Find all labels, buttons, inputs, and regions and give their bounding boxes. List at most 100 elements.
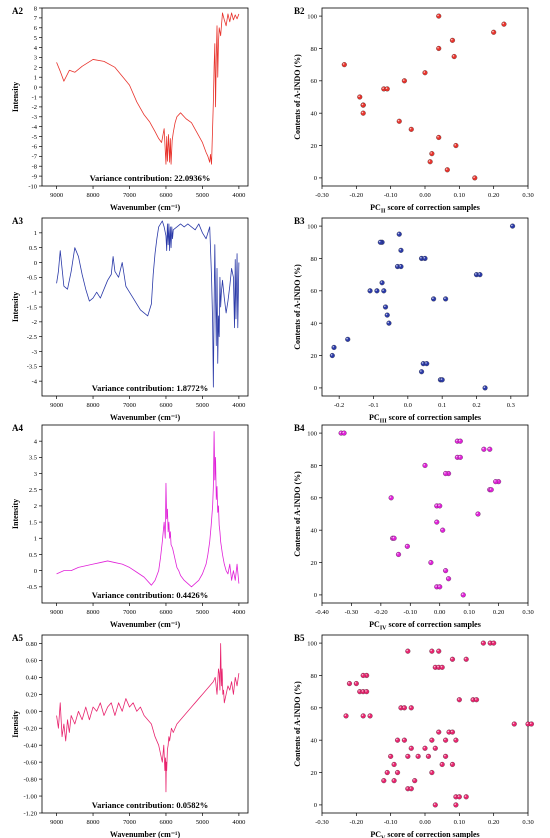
data-point <box>436 729 442 735</box>
data-point <box>432 802 438 808</box>
data-point-highlight <box>425 362 427 364</box>
data-point-highlight <box>437 730 439 733</box>
data-point-highlight <box>444 472 446 474</box>
x-axis-label: PCV score of correction samples <box>370 830 479 838</box>
data-point-highlight <box>454 738 457 741</box>
data-point <box>360 713 366 719</box>
data-point <box>360 110 366 116</box>
data-point <box>346 680 353 687</box>
y-axis-label: Contents of A-INDO (%) <box>293 54 302 140</box>
data-point <box>391 535 397 541</box>
data-point <box>343 713 349 719</box>
y-tick-label: 7 <box>34 15 38 22</box>
x-tick-label: 6000 <box>159 609 172 616</box>
data-point <box>422 70 428 76</box>
data-point-highlight <box>396 265 398 267</box>
data-point-highlight <box>406 754 408 757</box>
x-tick-label: 8000 <box>87 402 100 409</box>
x-tick-label: -0.30 <box>315 819 329 826</box>
y-tick-label: 0 <box>314 802 317 809</box>
data-point <box>357 94 363 100</box>
data-point <box>381 288 387 294</box>
data-point <box>329 352 335 359</box>
y-tick-label: 40 <box>311 737 318 744</box>
x-tick-label: 0.10 <box>463 609 474 616</box>
spectrum-line <box>56 643 240 793</box>
data-point-highlight <box>483 386 486 389</box>
variance-annotation: Variance contribution: 22.0936% <box>90 173 211 183</box>
data-point <box>408 745 414 751</box>
data-point-highlight <box>461 593 464 596</box>
data-point-highlight <box>433 746 436 749</box>
data-point-highlight <box>435 504 437 507</box>
data-point <box>388 495 394 501</box>
data-point <box>405 648 411 654</box>
x-axis-label-main: PC <box>370 203 381 212</box>
data-point-highlight <box>475 273 477 275</box>
y-tick-label: 1 <box>34 536 37 543</box>
data-point <box>460 592 466 598</box>
data-point-highlight <box>409 706 412 708</box>
data-point-highlight <box>382 289 384 291</box>
data-point-highlight <box>406 649 408 652</box>
data-point <box>477 272 483 278</box>
data-point <box>439 377 445 383</box>
data-point <box>422 255 428 262</box>
x-tick-label: 9000 <box>50 819 63 826</box>
x-tick-label: 5000 <box>196 192 209 199</box>
panel-label: B4 <box>294 423 305 433</box>
x-tick-label: -0.30 <box>345 609 359 616</box>
data-point-highlight <box>502 22 505 25</box>
data-point <box>429 648 435 654</box>
data-point-highlight <box>358 690 360 692</box>
x-tick-label: -0.20 <box>350 192 364 199</box>
data-point-highlight <box>399 706 402 708</box>
data-point <box>412 778 418 784</box>
data-point-highlight <box>464 657 467 660</box>
data-point-highlight <box>457 795 460 797</box>
data-point-highlight <box>385 313 388 316</box>
x-axis-label-rest: score of correction samples <box>387 620 481 629</box>
data-point-highlight <box>409 746 412 749</box>
x-tick-label: 7000 <box>123 609 136 616</box>
variance-annotation: Variance contribution: 0.0582% <box>92 800 209 810</box>
data-point-highlight <box>342 431 345 434</box>
y-axis-label: Intensity <box>11 82 20 112</box>
data-point-highlight <box>420 256 422 259</box>
x-tick-label: 6000 <box>159 192 172 199</box>
x-tick-label: 0.30 <box>522 819 533 826</box>
x-axis-label: Wavenumber (cm⁻¹) <box>110 620 181 629</box>
x-tick-label: 7000 <box>123 819 136 826</box>
data-point <box>381 778 387 784</box>
data-point <box>408 705 414 711</box>
y-tick-label: -0.60 <box>23 759 37 766</box>
data-point-highlight <box>392 762 395 765</box>
data-point-highlight <box>368 714 371 717</box>
data-point <box>432 745 438 751</box>
panel-label: B2 <box>294 6 305 16</box>
data-point-highlight <box>361 714 364 717</box>
data-point-highlight <box>396 738 398 741</box>
x-tick-label: 6000 <box>159 402 172 409</box>
data-point <box>386 320 392 326</box>
y-tick-label: 0 <box>314 385 317 392</box>
data-point <box>396 118 402 124</box>
data-point <box>394 769 401 776</box>
data-point <box>493 479 499 485</box>
y-tick-label: -0.5 <box>27 275 37 282</box>
x-tick-label: 4000 <box>232 609 245 616</box>
data-point-highlight <box>426 754 429 757</box>
data-point <box>449 656 456 662</box>
data-point-highlight <box>416 754 419 757</box>
y-axis-label: Intensity <box>11 499 20 529</box>
data-point-highlight <box>384 305 386 308</box>
y-tick-label: 0 <box>314 592 317 599</box>
y-tick-label: 3 <box>34 55 37 62</box>
data-point-highlight <box>494 480 496 482</box>
x-axis-label: Wavenumber (cm⁻¹) <box>110 830 181 838</box>
data-point <box>391 761 397 768</box>
x-tick-label: 6000 <box>159 819 172 826</box>
data-point-highlight <box>421 362 424 364</box>
data-point-highlight <box>385 771 388 773</box>
data-point-highlight <box>457 698 460 700</box>
